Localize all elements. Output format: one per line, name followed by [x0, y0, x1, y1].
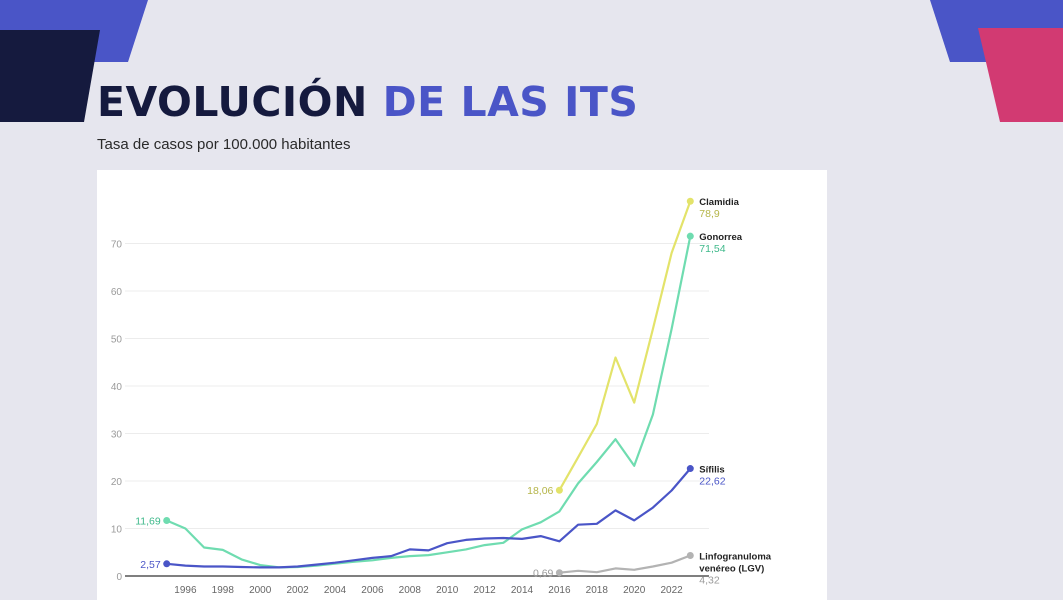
y-tick-label: 10 [111, 525, 123, 536]
start-point-sifilis [163, 560, 171, 568]
x-tick-label: 2004 [324, 585, 347, 596]
series-line-gonorrea [165, 235, 692, 569]
series-name-label-lgv: venéreo (LGV) [699, 563, 764, 574]
y-tick-label: 0 [116, 572, 122, 583]
x-tick-label: 2002 [286, 585, 309, 596]
start-value-label-sifilis: 2,57 [140, 559, 161, 571]
end-point-gonorrea [686, 232, 694, 240]
y-tick-label: 70 [111, 240, 123, 251]
left-dark-shape [0, 30, 100, 122]
line-chart: 0 10 20 30 40 50 60 70 1996 1998 2000 2002 2004 2006 2… [111, 197, 772, 596]
start-value-label-gonorrea: 11,69 [135, 515, 161, 527]
y-tick-label: 60 [111, 287, 123, 298]
start-point-clamidia [555, 486, 563, 494]
end-value-label-lgv: 4,32 [699, 574, 720, 586]
x-tick-label: 2014 [511, 585, 534, 596]
start-point-lgv [555, 569, 563, 577]
x-tick-label: 2010 [436, 585, 459, 596]
x-tick-label: 1996 [174, 585, 197, 596]
page-title-part1: EVOLUCIÓN [97, 78, 368, 126]
y-tick-label: 40 [111, 382, 123, 393]
start-value-label-lgv: 0,69 [533, 568, 554, 580]
x-tick-label: 2012 [473, 585, 496, 596]
series-line-clamidia [558, 200, 692, 492]
end-value-label-clamidia: 78,9 [699, 208, 720, 220]
y-tick-label: 30 [111, 430, 123, 441]
y-tick-label: 50 [111, 335, 123, 346]
series-line-sifilis [165, 467, 692, 569]
right-pink-shape [978, 28, 1063, 122]
series-name-label-lgv: Linfogranuloma [699, 551, 771, 562]
y-tick-label: 20 [111, 477, 123, 488]
end-value-label-gonorrea: 71,54 [699, 243, 725, 255]
x-tick-label: 2006 [361, 585, 384, 596]
page-title: EVOLUCIÓN DE LAS ITS [97, 78, 639, 126]
x-tick-label: 2000 [249, 585, 272, 596]
x-tick-label: 1998 [212, 585, 235, 596]
series-name-label-gonorrea: Gonorrea [699, 232, 742, 243]
end-point-lgv [686, 551, 694, 559]
end-point-clamidia [686, 197, 694, 205]
corner-decoration [0, 0, 1063, 122]
x-tick-label: 2018 [586, 585, 609, 596]
x-tick-label: 2016 [548, 585, 571, 596]
series-name-label-sifilis: Sífilis [699, 465, 724, 476]
page-subtitle: Tasa de casos por 100.000 habitantes [97, 136, 351, 153]
chart-card: 0 10 20 30 40 50 60 70 1996 1998 2000 2002 2004 2006 2… [97, 170, 827, 600]
end-value-label-sifilis: 22,62 [699, 476, 725, 488]
series-line-lgv [558, 554, 692, 574]
end-point-sifilis [686, 465, 694, 473]
x-tick-label: 2022 [660, 585, 683, 596]
series-name-label-clamidia: Clamidia [699, 197, 739, 208]
x-tick-label: 2008 [399, 585, 422, 596]
start-value-label-clamidia: 18,06 [527, 485, 553, 497]
start-point-gonorrea [163, 516, 171, 524]
x-tick-label: 2020 [623, 585, 646, 596]
page-title-part2: DE LAS ITS [382, 78, 639, 126]
